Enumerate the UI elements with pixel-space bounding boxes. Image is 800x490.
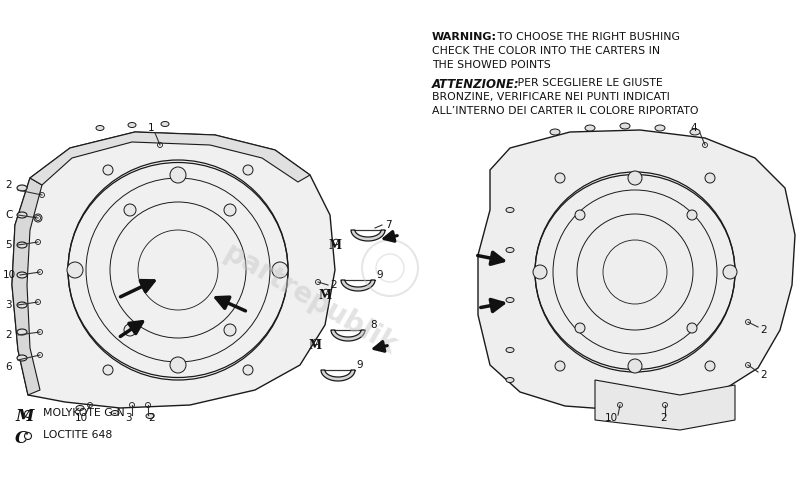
Text: 3: 3 <box>5 300 12 310</box>
Circle shape <box>575 323 585 333</box>
Text: 6: 6 <box>5 362 12 372</box>
Text: 3: 3 <box>125 413 132 423</box>
Ellipse shape <box>146 414 154 418</box>
Text: 1: 1 <box>148 123 154 133</box>
Circle shape <box>628 359 642 373</box>
Ellipse shape <box>506 297 514 302</box>
Circle shape <box>705 173 715 183</box>
Text: 5: 5 <box>5 240 12 250</box>
Ellipse shape <box>620 123 630 129</box>
Text: M: M <box>15 408 34 425</box>
Ellipse shape <box>17 242 27 248</box>
Ellipse shape <box>506 247 514 252</box>
Ellipse shape <box>128 122 136 127</box>
Ellipse shape <box>506 207 514 213</box>
Circle shape <box>687 210 697 220</box>
Polygon shape <box>321 370 355 381</box>
Text: 2: 2 <box>5 180 12 190</box>
Text: 2: 2 <box>330 280 337 290</box>
Polygon shape <box>30 132 310 185</box>
Text: ALL’INTERNO DEI CARTER IL COLORE RIPORTATO: ALL’INTERNO DEI CARTER IL COLORE RIPORTA… <box>432 106 698 116</box>
Ellipse shape <box>655 125 665 131</box>
Ellipse shape <box>17 212 27 218</box>
Ellipse shape <box>585 125 595 131</box>
Ellipse shape <box>17 329 27 335</box>
Circle shape <box>124 324 136 336</box>
Text: WARNING:: WARNING: <box>432 32 497 42</box>
Text: 2: 2 <box>760 325 766 335</box>
Ellipse shape <box>17 272 27 278</box>
Text: 8: 8 <box>370 320 377 330</box>
Text: 2: 2 <box>660 413 666 423</box>
Circle shape <box>705 361 715 371</box>
Text: C: C <box>5 210 12 220</box>
Circle shape <box>555 361 565 371</box>
Text: MOLYKOTE G-N: MOLYKOTE G-N <box>43 408 125 418</box>
Text: 9: 9 <box>376 270 382 280</box>
Polygon shape <box>12 132 335 408</box>
Circle shape <box>103 165 113 175</box>
Text: 4: 4 <box>690 123 697 133</box>
Text: 2: 2 <box>760 370 766 380</box>
Text: C: C <box>15 430 28 447</box>
Ellipse shape <box>76 406 84 411</box>
Circle shape <box>628 171 642 185</box>
Text: M: M <box>308 339 321 351</box>
Circle shape <box>555 173 565 183</box>
Circle shape <box>170 357 186 373</box>
Text: LOCTITE 648: LOCTITE 648 <box>43 430 112 440</box>
Text: 9: 9 <box>356 360 362 370</box>
Circle shape <box>243 365 253 375</box>
Circle shape <box>723 265 737 279</box>
Ellipse shape <box>161 122 169 126</box>
Circle shape <box>533 265 547 279</box>
Text: M: M <box>328 239 341 251</box>
Circle shape <box>103 365 113 375</box>
Text: partrepublik: partrepublik <box>218 239 402 361</box>
Text: 2: 2 <box>148 413 154 423</box>
Ellipse shape <box>17 185 27 191</box>
Text: ATTENZIONE:: ATTENZIONE: <box>432 78 520 91</box>
Ellipse shape <box>690 129 700 135</box>
Ellipse shape <box>506 347 514 352</box>
Text: PER SCEGLIERE LE GIUSTE: PER SCEGLIERE LE GIUSTE <box>514 78 662 88</box>
Polygon shape <box>12 178 42 395</box>
Circle shape <box>224 204 236 216</box>
Polygon shape <box>331 330 365 341</box>
Ellipse shape <box>506 377 514 383</box>
Ellipse shape <box>550 129 560 135</box>
Ellipse shape <box>17 355 27 361</box>
Polygon shape <box>478 130 795 410</box>
Circle shape <box>224 324 236 336</box>
Circle shape <box>67 262 83 278</box>
Text: 10: 10 <box>75 413 88 423</box>
Text: TO CHOOSE THE RIGHT BUSHING: TO CHOOSE THE RIGHT BUSHING <box>494 32 680 42</box>
Text: M: M <box>318 289 331 301</box>
Circle shape <box>124 204 136 216</box>
Circle shape <box>170 167 186 183</box>
Text: 2: 2 <box>5 330 12 340</box>
Circle shape <box>687 323 697 333</box>
Ellipse shape <box>17 302 27 308</box>
Ellipse shape <box>96 125 104 130</box>
Text: 7: 7 <box>385 220 392 230</box>
Polygon shape <box>351 230 385 241</box>
Text: 10: 10 <box>3 270 16 280</box>
Ellipse shape <box>111 411 119 416</box>
Text: 10: 10 <box>605 413 618 423</box>
Text: CHECK THE COLOR INTO THE CARTERS IN: CHECK THE COLOR INTO THE CARTERS IN <box>432 46 660 56</box>
Text: BRONZINE, VERIFICARE NEI PUNTI INDICATI: BRONZINE, VERIFICARE NEI PUNTI INDICATI <box>432 92 670 102</box>
Circle shape <box>272 262 288 278</box>
Text: THE SHOWED POINTS: THE SHOWED POINTS <box>432 60 550 70</box>
Polygon shape <box>595 380 735 430</box>
Circle shape <box>575 210 585 220</box>
Polygon shape <box>341 280 375 291</box>
Circle shape <box>243 165 253 175</box>
